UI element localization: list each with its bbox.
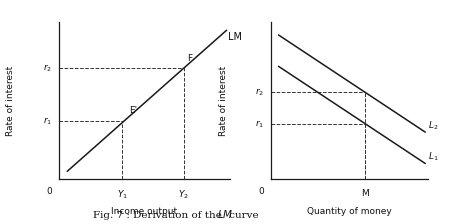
Text: $r_1$: $r_1$	[255, 118, 264, 129]
Text: $Y_1$: $Y_1$	[116, 189, 128, 201]
Text: $\mathit{LM}$: $\mathit{LM}$	[217, 207, 234, 220]
Text: Income output: Income output	[111, 207, 177, 216]
Text: F: F	[187, 54, 192, 63]
Text: $Y_2$: $Y_2$	[178, 189, 189, 201]
Text: $r_2$: $r_2$	[43, 62, 52, 74]
Text: curve: curve	[226, 211, 258, 220]
Text: 0: 0	[258, 187, 264, 196]
Text: Rate of interest: Rate of interest	[219, 66, 228, 136]
Text: (a): (a)	[137, 223, 152, 224]
Text: (b): (b)	[342, 223, 357, 224]
Text: $r_1$: $r_1$	[42, 115, 52, 127]
Text: $L_2$: $L_2$	[428, 120, 439, 132]
Text: Rate of interest: Rate of interest	[6, 66, 15, 136]
Text: M: M	[361, 189, 369, 198]
Text: $L_1$: $L_1$	[428, 151, 439, 164]
Text: Fig. 7 : Derivation of the: Fig. 7 : Derivation of the	[93, 211, 226, 220]
Text: E': E'	[129, 106, 137, 115]
Text: $r_2$: $r_2$	[255, 87, 264, 98]
Text: 0: 0	[46, 187, 52, 196]
Text: Quantity of money: Quantity of money	[307, 207, 392, 216]
Text: LM: LM	[228, 32, 242, 41]
